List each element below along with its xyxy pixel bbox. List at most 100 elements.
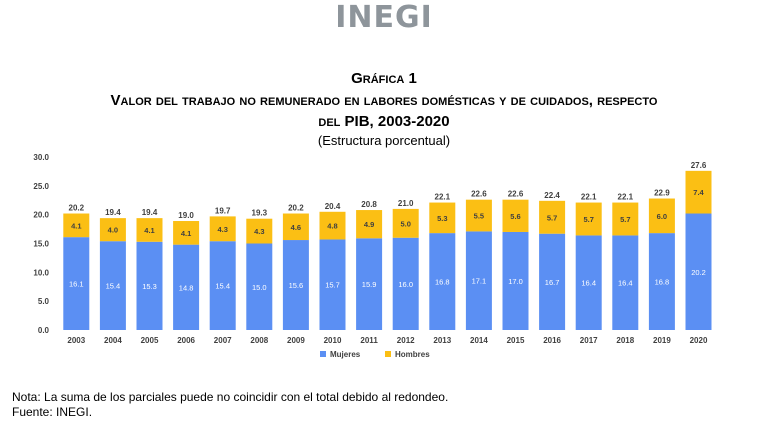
total-label: 22.1 [581,193,597,202]
value-label-mujeres: 16.8 [435,278,450,287]
bar-hombres [429,202,456,234]
value-label-mujeres: 20.2 [691,268,706,277]
x-tick-label: 2009 [287,336,305,345]
value-label-mujeres: 15.6 [289,281,304,290]
total-label: 22.6 [508,190,524,199]
y-tick-label: 15.0 [33,240,49,249]
bar-mujeres [502,231,529,330]
bar-mujeres [173,244,200,330]
bar-mujeres [356,238,383,330]
inegi-logo: INEGI [335,0,433,35]
y-tick-label: 10.0 [33,268,49,277]
bar-mujeres [465,231,492,330]
total-label: 19.4 [142,208,158,217]
bar-hombres [63,213,90,238]
value-label-hombres: 7.4 [693,188,704,197]
bar-mujeres [282,240,309,330]
bar-hombres [648,198,675,234]
total-label: 22.9 [654,189,670,198]
value-label-hombres: 4.9 [364,220,374,229]
bar-hombres [99,218,126,242]
x-tick-label: 2004 [104,336,122,345]
total-label: 19.0 [178,211,194,220]
value-label-hombres: 5.5 [474,212,484,221]
bar-hombres [356,210,383,239]
y-tick-label: 0.0 [38,326,50,335]
total-label: 27.6 [691,161,707,170]
value-label-mujeres: 16.7 [545,278,560,287]
total-label: 20.8 [361,200,377,209]
value-label-hombres: 5.7 [583,215,593,224]
bar-hombres [465,199,492,232]
total-label: 22.4 [544,191,560,200]
bar-mujeres [539,233,566,330]
total-label: 20.2 [288,204,304,213]
bar-hombres [136,218,163,242]
value-label-hombres: 5.7 [547,213,557,222]
value-label-mujeres: 15.4 [106,282,121,291]
x-tick-label: 2014 [470,336,488,345]
bar-hombres [209,216,236,242]
legend-swatch-mujeres [320,351,326,357]
y-tick-label: 20.0 [33,211,49,220]
bar-mujeres [575,235,602,330]
total-label: 20.4 [325,202,341,211]
value-label-mujeres: 15.0 [252,283,267,292]
value-label-hombres: 4.3 [254,227,264,236]
legend-label-hombres: Hombres [395,350,430,359]
bar-mujeres [136,241,163,330]
bar-hombres [246,218,273,244]
total-label: 19.4 [105,208,121,217]
value-label-hombres: 5.3 [437,214,447,223]
bar-mujeres [429,233,456,330]
total-label: 22.6 [471,190,487,199]
x-tick-label: 2016 [543,336,561,345]
total-label: 21.0 [398,199,414,208]
x-tick-label: 2005 [141,336,159,345]
x-tick-label: 2012 [397,336,415,345]
value-label-hombres: 5.0 [400,219,410,228]
bar-mujeres [99,241,126,330]
x-tick-label: 2013 [433,336,451,345]
value-label-hombres: 4.3 [217,225,227,234]
chart-title-line1: Gráfica 1 [351,70,417,87]
value-label-hombres: 4.1 [181,229,191,238]
chart-title-line3: del PIB, 2003-2020 [318,113,450,130]
value-label-hombres: 4.1 [144,226,154,235]
legend-swatch-hombres [385,351,391,357]
bar-hombres [539,200,566,234]
footnote: Nota: La suma de los parciales puede no … [12,390,449,404]
bar-mujeres [392,237,419,330]
value-label-hombres: 4.1 [71,221,81,230]
value-label-mujeres: 15.7 [325,281,340,290]
bar-mujeres [209,241,236,330]
value-label-hombres: 4.8 [327,222,337,231]
value-label-hombres: 5.6 [510,212,520,221]
value-label-mujeres: 14.8 [179,283,194,292]
x-tick-label: 2015 [507,336,525,345]
bar-mujeres [685,213,712,330]
source-note: Fuente: INEGI. [12,405,93,419]
value-label-mujeres: 17.0 [508,277,523,286]
bar-hombres [282,213,309,241]
value-label-hombres: 4.6 [291,223,301,232]
bar-hombres [612,202,639,236]
x-tick-label: 2007 [214,336,232,345]
bar-mujeres [612,235,639,330]
bar-mujeres [319,239,346,330]
x-tick-label: 2006 [177,336,195,345]
value-label-hombres: 4.0 [108,226,118,235]
bar-hombres [502,199,529,232]
x-tick-label: 2010 [324,336,342,345]
bar-hombres [319,211,346,240]
value-label-mujeres: 17.1 [472,277,487,286]
y-tick-label: 25.0 [33,182,49,191]
total-label: 19.7 [215,206,231,215]
bar-hombres [575,202,602,236]
total-label: 22.1 [618,193,634,202]
value-label-hombres: 6.0 [657,212,667,221]
value-label-mujeres: 16.4 [581,279,596,288]
bar-hombres [685,170,712,214]
value-label-mujeres: 15.3 [142,282,157,291]
value-label-mujeres: 15.9 [362,280,377,289]
